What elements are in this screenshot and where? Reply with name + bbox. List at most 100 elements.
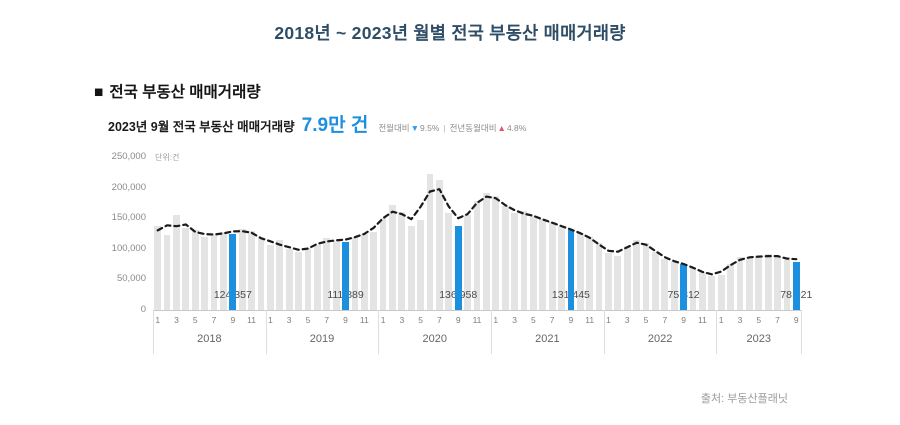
month-tick-label: 5 xyxy=(756,315,762,325)
bar-month xyxy=(717,274,725,310)
month-tick-label: 7 xyxy=(211,315,217,325)
bar-month xyxy=(154,225,162,310)
section-header: ■ 전국 부동산 매매거래량 xyxy=(94,80,261,102)
y-axis: 0 50,000 100,000 150,000 200,000 250,000 xyxy=(58,151,146,315)
x-axis-year-separators xyxy=(153,310,802,354)
year-separator-line xyxy=(716,310,718,354)
bar-month xyxy=(633,239,641,310)
month-tick-label: 7 xyxy=(775,315,780,325)
bar-september-highlight xyxy=(342,241,349,310)
bar-month xyxy=(304,248,312,310)
y-tick-label: 150,000 xyxy=(111,212,146,224)
bar-month xyxy=(511,213,518,310)
year-separator-line xyxy=(378,310,380,354)
subtitle-stats: 전월대비▼9.5% | 전년동월대비▲4.8% xyxy=(378,122,526,134)
y-tick-label: 250,000 xyxy=(111,151,146,162)
month-tick-label: 9 xyxy=(455,315,461,325)
year-separator-line xyxy=(603,310,605,354)
month-tick-label: 1 xyxy=(493,315,499,325)
subtitle-highlight-value: 7.9만 건 xyxy=(301,115,369,136)
bar-month xyxy=(755,256,763,310)
bar-month xyxy=(182,228,190,310)
year-label: 2020 xyxy=(422,333,447,345)
year-separator-line xyxy=(491,310,493,354)
down-arrow-icon: ▼ xyxy=(410,123,420,133)
y-tick-label: 100,000 xyxy=(111,242,146,254)
month-tick-label: 1 xyxy=(155,315,161,325)
month-tick-label: 3 xyxy=(174,315,179,325)
month-tick-label: 9 xyxy=(230,315,236,325)
month-tick-label: 1 xyxy=(380,315,386,325)
year-label: 2023 xyxy=(746,333,771,345)
bar-september-highlight xyxy=(454,226,462,310)
subtitle: 2023년 9월 전국 부동산 매매거래량 7.9만 건 전월대비▼9.5% | 전… xyxy=(108,110,526,137)
bar-month xyxy=(614,256,622,310)
y-tick-label: 200,000 xyxy=(111,181,146,193)
month-tick-label: 1 xyxy=(718,315,724,325)
bar-month xyxy=(285,248,293,310)
month-tick-label: 7 xyxy=(662,315,668,325)
bar-month xyxy=(670,261,678,310)
bar-month xyxy=(595,243,603,310)
bar-month xyxy=(398,212,406,310)
year-label: 2021 xyxy=(535,333,560,345)
plot-area: 124,357111,889136,958131,44575,31278,921 xyxy=(153,157,812,311)
y-tick-label: 50,000 xyxy=(116,273,146,285)
month-tick-label: 5 xyxy=(418,315,424,325)
month-tick-label: 3 xyxy=(512,315,517,325)
month-tick-label: 11 xyxy=(472,315,482,325)
month-tick-label: 7 xyxy=(437,315,442,325)
bar-month xyxy=(727,264,734,310)
month-tick-label: 9 xyxy=(568,315,574,325)
bar-month xyxy=(642,242,650,310)
year-label: 2019 xyxy=(309,333,335,345)
bar-month xyxy=(173,215,180,310)
y-tick-label: 0 xyxy=(140,304,146,315)
yoy-label: 전년동월대비 xyxy=(449,123,497,133)
bar-month xyxy=(520,211,528,310)
bullet-square-icon: ■ xyxy=(94,84,104,101)
month-tick-label: 5 xyxy=(643,315,649,325)
bar-month xyxy=(689,267,697,310)
month-tick-label: 11 xyxy=(359,315,369,325)
bar-month xyxy=(295,252,302,310)
source-caption: 출처: 부동산플래닛 xyxy=(700,393,788,405)
bar-month xyxy=(783,256,791,310)
bar-month xyxy=(745,258,753,310)
month-tick-label: 9 xyxy=(793,315,799,325)
bar-september-highlight xyxy=(567,229,575,310)
bar-month xyxy=(774,257,781,310)
yoy-value: 4.8% xyxy=(506,123,527,133)
month-tick-label: 3 xyxy=(286,315,292,325)
section-title: 전국 부동산 매매거래량 xyxy=(109,84,261,101)
bar-month xyxy=(501,205,509,310)
month-tick-label: 11 xyxy=(585,315,595,325)
year-label: 2018 xyxy=(197,333,222,345)
x-axis-year-labels: 2018 2019 2020 2021 2022 2023 xyxy=(153,333,801,349)
bar-month xyxy=(389,204,396,310)
bar-month xyxy=(332,240,340,310)
bar-month xyxy=(708,276,716,310)
month-tick-label: 1 xyxy=(606,315,611,325)
bar-month xyxy=(407,225,415,310)
month-tick-label: 5 xyxy=(305,315,311,325)
year-separator-line xyxy=(265,310,267,354)
mom-value: 9.5% xyxy=(420,123,440,133)
month-tick-label: 5 xyxy=(530,315,536,325)
month-tick-label: 11 xyxy=(697,315,707,325)
x-axis-month-labels: 1 3 5 7 9 11 1 3 5 7 9 11 1 3 5 7 9 11 1 3 5 7 9 11 1 3 5 7 9 11 1 3 5 7 9 xyxy=(153,315,801,328)
bar-month xyxy=(266,245,274,310)
mom-label: 전월대비 xyxy=(378,123,410,133)
bar-september-highlight xyxy=(680,263,687,310)
bar-month xyxy=(661,258,669,310)
month-tick-label: 11 xyxy=(247,315,257,325)
month-tick-label: 7 xyxy=(324,315,330,325)
bar-month xyxy=(764,254,772,310)
bar-month xyxy=(652,251,659,310)
y-axis-unit-label: 단위:건 xyxy=(155,153,180,162)
page-title: 2018년 ~ 2023년 월별 전국 부동산 매매거래량 xyxy=(274,23,626,43)
year-separator-line xyxy=(801,310,802,354)
month-tick-label: 3 xyxy=(737,315,743,325)
month-tick-label: 1 xyxy=(268,315,273,325)
